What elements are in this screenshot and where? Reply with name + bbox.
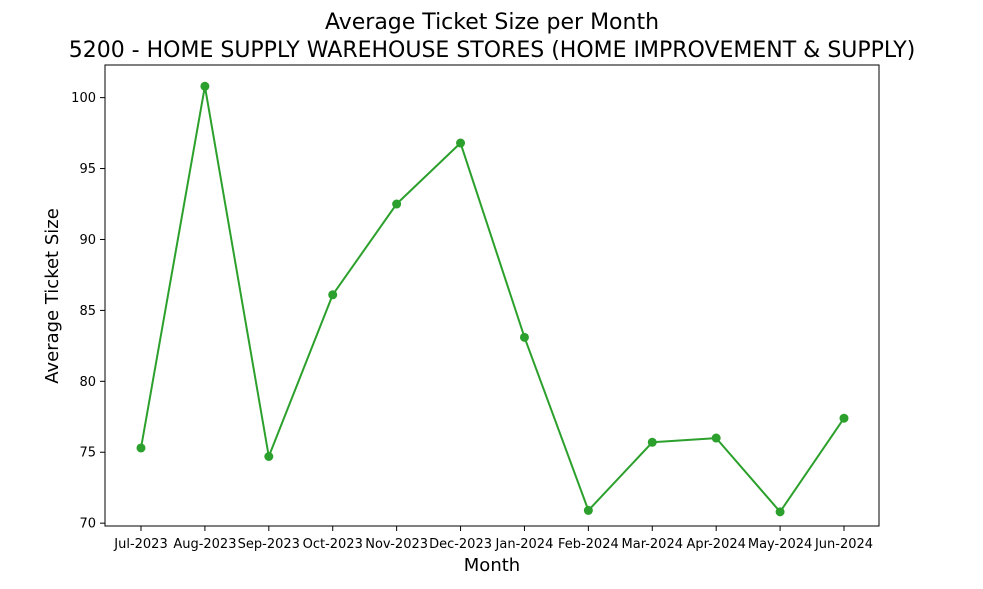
x-axis-label: Month (464, 555, 520, 576)
x-tick-label: May-2024 (748, 537, 812, 552)
y-tick-label: 75 (79, 446, 96, 461)
series-layer (136, 81, 849, 517)
data-point (583, 505, 593, 515)
data-point (456, 138, 466, 148)
data-point (519, 332, 529, 342)
data-point (392, 199, 402, 209)
y-tick-label: 70 (79, 517, 96, 532)
data-point (839, 413, 849, 423)
y-tick-label: 95 (79, 162, 96, 177)
y-tick-label: 90 (79, 233, 96, 248)
data-point (775, 507, 785, 517)
data-point (647, 437, 657, 447)
y-tick-label: 85 (79, 304, 96, 319)
y-tick-label: 80 (79, 375, 96, 390)
x-tick-label: Jun-2024 (814, 537, 873, 552)
series-line (140, 85, 845, 513)
x-tick-label: Apr-2024 (686, 537, 745, 552)
x-tick-label: Feb-2024 (558, 537, 619, 552)
chart-subtitle: 5200 - HOME SUPPLY WAREHOUSE STORES (HOM… (69, 38, 916, 63)
x-tick-label: Aug-2023 (173, 537, 236, 552)
x-tick-label: Nov-2023 (365, 537, 428, 552)
y-tick-label: 100 (71, 91, 96, 106)
x-tick-label: Mar-2024 (622, 537, 683, 552)
x-tick-label: Dec-2023 (429, 537, 492, 552)
x-tick-label: Sep-2023 (238, 537, 300, 552)
data-point (711, 433, 721, 443)
y-axis-label: Average Ticket Size (42, 208, 63, 384)
x-tick-label: Jul-2023 (113, 537, 167, 552)
data-point (136, 443, 146, 453)
x-tick-label: Jan-2024 (495, 537, 554, 552)
data-point (328, 290, 338, 300)
data-point (200, 81, 210, 91)
data-point (264, 451, 274, 461)
y-axis-ticks: 70 75 80 85 90 95 100 (71, 91, 105, 532)
plot-area-frame (104, 64, 880, 527)
x-tick-label: Oct-2023 (303, 537, 363, 552)
x-axis-ticks: Jul-2023 Aug-2023 Sep-2023 Oct-2023 Nov-2023… (113, 526, 873, 552)
chart-title: Average Ticket Size per Month (325, 10, 659, 35)
